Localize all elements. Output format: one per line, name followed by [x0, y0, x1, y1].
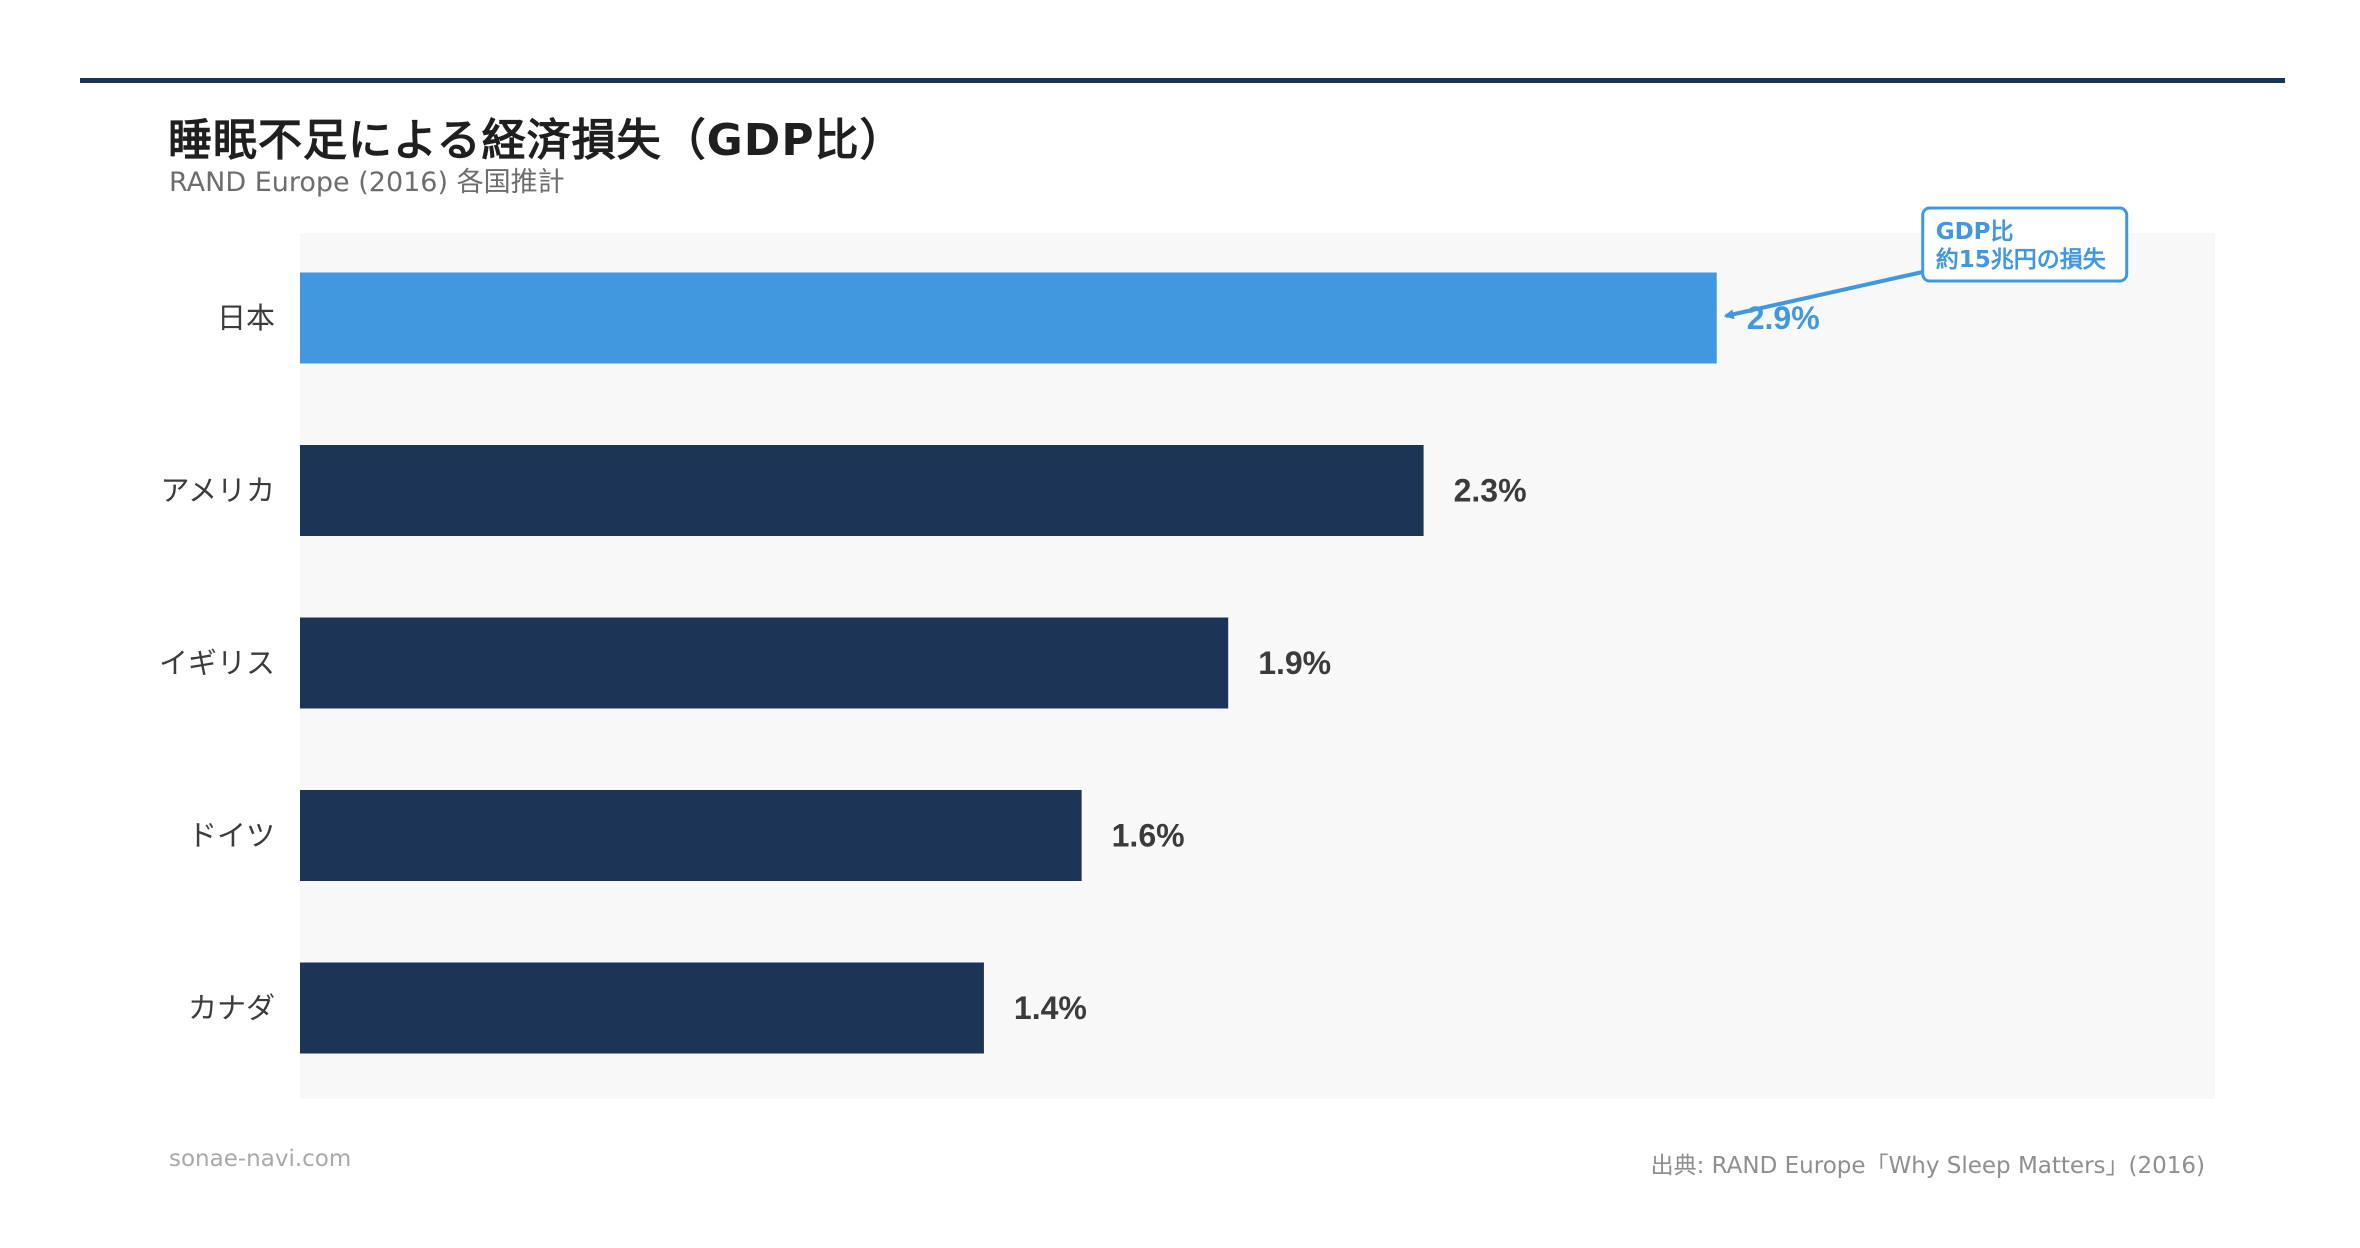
bar-3 — [300, 790, 1082, 881]
annotation-line-1: GDP比 — [1936, 219, 2014, 245]
annotation-box — [1921, 206, 2129, 283]
chart-subtitle: RAND Europe (2016) 各国推計 — [169, 167, 565, 198]
bars-layer — [300, 272, 1717, 1054]
category-label: アメリカ — [160, 474, 275, 508]
category-label: 日本 — [217, 301, 275, 335]
top-rule — [80, 78, 2285, 83]
bar-0 — [300, 272, 1717, 364]
category-label: イギリス — [159, 646, 275, 680]
footer-site: sonae-navi.com — [169, 1146, 352, 1172]
value-label: 2.9% — [1747, 300, 1820, 336]
annotation: GDP比 約15兆円の損失 — [1723, 206, 2129, 320]
labels-layer: 日本 2.9% アメリカ 2.3% イギリス 1.9% ドイツ 1.6% カナダ 1.4% — [159, 300, 1820, 1026]
annotation-line-2: 約15兆円の損失 — [1936, 246, 2107, 273]
annotation-arrow — [1723, 270, 1924, 320]
value-label: 1.9% — [1258, 645, 1331, 681]
bar-4 — [300, 962, 984, 1054]
category-label: カナダ — [188, 991, 275, 1025]
bar-1 — [300, 445, 1424, 536]
chart-title: 睡眠不足による経済損失（GDP比） — [168, 115, 905, 166]
value-label: 1.6% — [1112, 818, 1185, 854]
value-label: 1.4% — [1014, 990, 1087, 1026]
category-label: ドイツ — [188, 819, 275, 853]
footer-source: 出典: RAND Europe「Why Sleep Matters」(2016) — [1650, 1153, 2205, 1179]
bar-2 — [300, 617, 1229, 709]
value-label: 2.3% — [1454, 473, 1527, 509]
